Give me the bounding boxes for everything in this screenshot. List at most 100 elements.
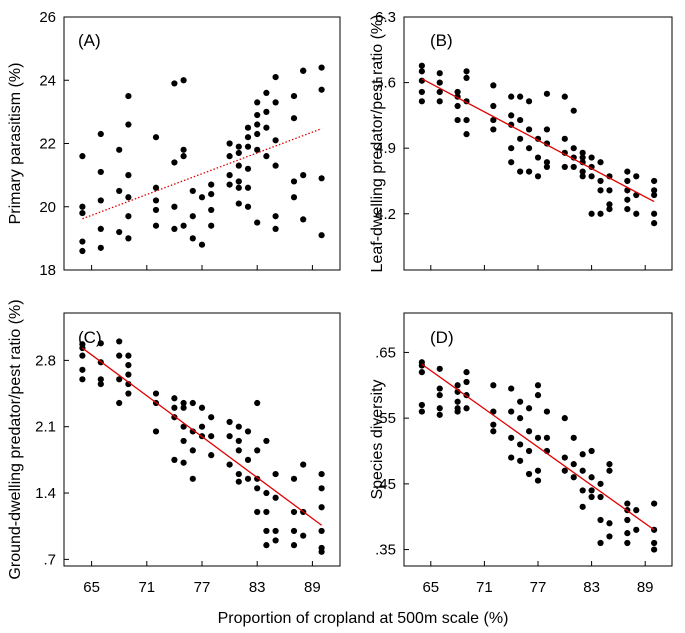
panel-a-ylabel: Primary parasitism (%) bbox=[7, 63, 24, 225]
panel-c-point bbox=[180, 437, 187, 445]
panel-a-point bbox=[272, 213, 279, 220]
panel-a-point bbox=[244, 203, 252, 210]
panel-c-point bbox=[272, 470, 279, 478]
panel-b-point bbox=[561, 163, 568, 171]
panel-a-point bbox=[180, 153, 187, 160]
panel-b-point bbox=[597, 159, 604, 166]
panel-b-point bbox=[624, 168, 631, 175]
panel-a-point bbox=[254, 146, 261, 153]
panel-d-point bbox=[561, 467, 568, 474]
panel-b-point bbox=[463, 74, 470, 82]
panel-b-point bbox=[418, 88, 425, 96]
panel-b-point bbox=[534, 154, 542, 161]
panel-b-point bbox=[418, 98, 425, 105]
panel-c-point bbox=[180, 404, 187, 411]
panel-b-point bbox=[570, 154, 577, 161]
panel-c-point bbox=[79, 366, 86, 373]
panel-c-ytick-label: .7 bbox=[43, 551, 56, 568]
panel-a-point bbox=[272, 137, 279, 144]
panel-b-point bbox=[651, 220, 658, 227]
panel-a-point bbox=[79, 238, 86, 245]
panel-d-point bbox=[651, 546, 658, 553]
panel-b-point bbox=[579, 159, 586, 166]
panel-d-point bbox=[534, 392, 542, 399]
panel-b-point bbox=[436, 88, 443, 96]
panel-d-point bbox=[561, 415, 568, 422]
panel-d-point bbox=[651, 500, 658, 507]
panel-b-point bbox=[490, 126, 497, 133]
panel-d-xtick-label: 83 bbox=[583, 579, 600, 596]
panel-c-xtick-label: 83 bbox=[249, 579, 266, 596]
panel-d-ytick-label: .55 bbox=[375, 410, 396, 427]
panel-b-ytick-label: 4.2 bbox=[375, 206, 396, 223]
panel-a-point bbox=[272, 99, 279, 106]
panel-a-point bbox=[300, 67, 307, 74]
panel-a-point bbox=[125, 213, 132, 220]
panel-d-point bbox=[490, 408, 497, 415]
panel-c-point bbox=[79, 352, 86, 359]
panel-d-point bbox=[588, 493, 595, 501]
panel-a-point bbox=[171, 203, 178, 210]
panel-a-point bbox=[180, 222, 187, 229]
panel-b-point bbox=[508, 159, 515, 166]
panel-a-point bbox=[272, 225, 279, 232]
panel-a-point bbox=[97, 130, 104, 138]
panel-a-point bbox=[79, 209, 86, 217]
panel-c-point bbox=[318, 470, 325, 478]
panel-c-point bbox=[116, 399, 123, 407]
panel-a-point bbox=[180, 146, 187, 153]
panel-d-point bbox=[543, 408, 551, 415]
panel-c-point bbox=[116, 352, 123, 359]
panel-a-point bbox=[263, 89, 270, 96]
panel-d-point bbox=[463, 369, 470, 376]
panel-c-point bbox=[180, 459, 187, 466]
panel-c-point bbox=[116, 338, 123, 345]
panel-a-ytick-label: 22 bbox=[39, 136, 56, 153]
panel-b-point bbox=[463, 116, 470, 124]
panel-b-point bbox=[454, 116, 461, 124]
panel-b-trend-line bbox=[421, 78, 655, 203]
panel-c-point bbox=[125, 352, 132, 359]
panel-a-point bbox=[290, 92, 298, 100]
panel-c-point bbox=[263, 489, 270, 497]
panel-d-point bbox=[454, 408, 461, 415]
panel-a-point bbox=[290, 178, 298, 185]
panel-c-point bbox=[226, 433, 233, 440]
panel-d-point bbox=[525, 447, 533, 455]
panel-d-point bbox=[418, 408, 425, 415]
panel-d-point bbox=[597, 493, 604, 501]
panel-a-point bbox=[79, 203, 86, 210]
panel-a-point bbox=[226, 153, 233, 160]
panel-c-xtick-label: 89 bbox=[304, 579, 321, 596]
panel-a-point bbox=[244, 184, 252, 191]
panel-c-point bbox=[198, 423, 206, 430]
panel-d-point bbox=[624, 516, 631, 524]
panel-c-frame bbox=[63, 312, 341, 567]
panel-b-point bbox=[463, 68, 470, 75]
panel-c-point bbox=[152, 428, 160, 435]
panel-a-point bbox=[290, 115, 298, 122]
panel-d-point bbox=[436, 392, 443, 399]
panel-b-point bbox=[517, 93, 524, 100]
panel-c-ytick-label: 2.1 bbox=[35, 419, 56, 436]
panel-c-point bbox=[244, 428, 252, 435]
panel-b-point bbox=[525, 168, 533, 175]
panel-b-point bbox=[597, 177, 604, 185]
panel-a-point bbox=[244, 143, 252, 150]
panel-c-point bbox=[235, 447, 242, 454]
panel-d-point bbox=[651, 539, 658, 547]
panel-a-point bbox=[318, 232, 325, 239]
panel-d-point bbox=[534, 434, 542, 441]
panel-b-ylabel: Leaf-dwelling predator/pest ratio (%) bbox=[369, 15, 386, 273]
panel-d-point bbox=[543, 434, 551, 441]
panel-d-point bbox=[517, 441, 524, 448]
panel-d-point bbox=[588, 474, 595, 481]
panel-a-frame bbox=[63, 16, 341, 271]
panel-b-point bbox=[579, 173, 586, 180]
panel-a-point bbox=[208, 222, 215, 229]
panel-d-letter: (D) bbox=[430, 328, 454, 347]
panel-a-ytick-label: 26 bbox=[39, 9, 56, 26]
panel-d-ytick-label: .45 bbox=[375, 476, 396, 493]
panel-a-point bbox=[97, 168, 104, 176]
panel-b-point bbox=[418, 62, 425, 69]
